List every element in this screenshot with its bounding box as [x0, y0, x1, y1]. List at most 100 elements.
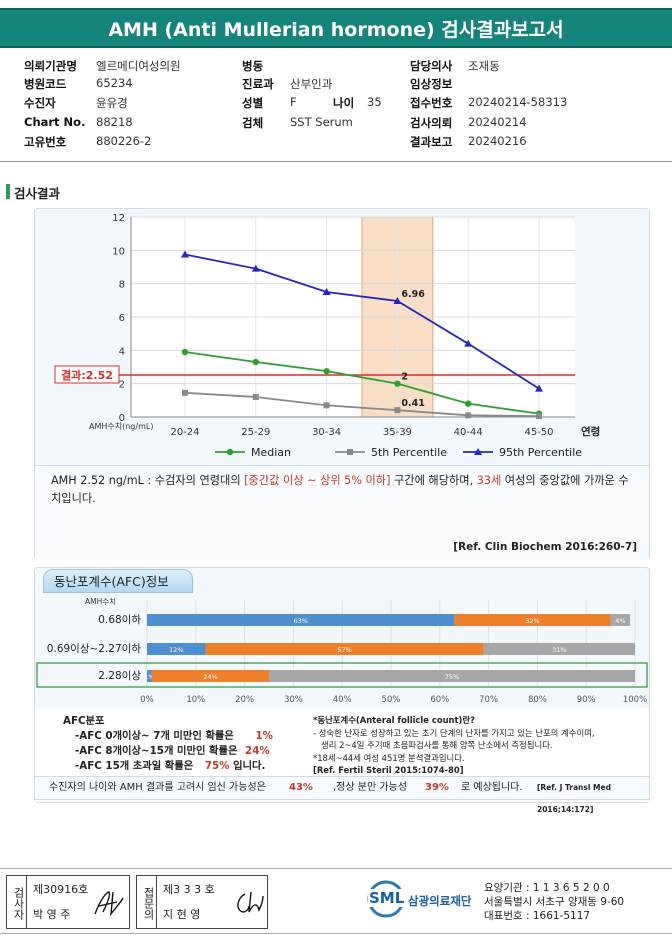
pregnancy-prediction: 수진자의 나이와 AMH 결과를 고려시 임신 가능성은 43% ,정상 분만 … — [34, 776, 650, 814]
y-tick-label: 12 — [112, 213, 125, 224]
confirm-box: 접문의 제3 3 3 호 지 현 영 — [136, 875, 268, 929]
x-tick-label: 40-44 — [454, 427, 483, 438]
result-label: 결과:2.52 — [61, 368, 113, 382]
afc-row-label: 2.28이상 — [98, 670, 141, 682]
data-point — [465, 400, 472, 407]
interp-part3: 여성의 중앙값에 가까운 수치입니다. — [51, 474, 629, 505]
data-point — [323, 367, 330, 375]
interp-range: [중간값 이상 ~ 상위 5% 이하] — [244, 474, 391, 487]
org-phone: 대표번호 : 1661-5117 — [484, 910, 591, 922]
series-line — [184, 351, 540, 415]
tester-name: 박 영 주 — [33, 908, 71, 921]
x-tick-label: 25-29 — [241, 427, 270, 438]
org-address: 서울특별시 서초구 양재동 9-60 — [484, 896, 625, 908]
footer: 검사자 제30916호 박 영 주 접문의 제3 3 3 호 지 현 영 SML… — [0, 868, 672, 934]
interp-age: 33세 — [476, 474, 502, 487]
chart-no-value: 88218 — [96, 115, 133, 129]
afc-x-tick: 20% — [235, 695, 254, 705]
request-label: 검사의뢰 — [410, 116, 453, 130]
institution-label: 의뢰기관명 — [24, 59, 77, 73]
preg-pct1: 43% — [289, 782, 313, 793]
preg-part1: 수진자의 나이와 AMH 결과를 고려시 임신 가능성은 — [49, 782, 266, 793]
afc-panel: AMH수치 0% 10% 20% 30% 40% 50% 60% 70% 80% 90% 100% 0.… — [34, 567, 650, 803]
data-point — [394, 407, 401, 414]
data-point — [465, 412, 472, 419]
afc-bar-segment — [147, 643, 206, 655]
afc-note-ref: [Ref. Fertil Steril 2015:1074-80] — [313, 765, 464, 775]
tester-signature — [94, 891, 124, 917]
y-tick-label: 2 — [119, 380, 125, 391]
afc-bar-segment — [147, 614, 455, 626]
x-tick-label: 30-34 — [312, 427, 341, 438]
afc-x-tick: 60% — [430, 695, 449, 705]
afc-bar-label: 1% — [144, 673, 154, 681]
afc-row-caption: AMH수치 — [85, 597, 116, 606]
patient-info: 의뢰기관명 엘르메디여성의원 병원코드 65234 수진자 윤유경 Chart … — [0, 52, 672, 162]
data-point — [323, 402, 330, 409]
afc-bar-label: 24% — [203, 673, 217, 681]
afc-bar-label: 32% — [525, 617, 539, 625]
report-title: AMH (Anti Mullerian hormone) 검사결과보고서 — [0, 8, 672, 48]
tester-box: 검사자 제30916호 박 영 주 — [6, 875, 130, 929]
section-marker — [6, 184, 10, 199]
afc-bar-label: 4% — [615, 617, 625, 625]
afc-bar-segment — [269, 670, 635, 682]
afc-row-2: -AFC 8개이상~15개 미만인 확률은 24% — [75, 745, 270, 757]
hospital-code-value: 65234 — [96, 76, 133, 90]
org-code: 요양기관 : 1 1 3 6 5 2 0 0 — [484, 882, 610, 894]
data-point — [322, 288, 331, 295]
amh-line-chart: 0 2 4 6 8 10 12 20-24 25-29 30-34 35-39 40-44 45-50 연… — [54, 213, 600, 459]
series-line — [184, 391, 540, 418]
afc-bar-segment — [483, 643, 635, 655]
confirm-name: 지 현 영 — [163, 908, 201, 921]
result-label-box — [54, 365, 120, 384]
data-label: 2 — [401, 372, 408, 383]
preg-part3: 로 예상됩니다. — [461, 782, 523, 793]
data-point — [464, 339, 473, 347]
reception-value: 20240214-58313 — [468, 95, 568, 109]
tester-no: 제30916호 — [33, 883, 89, 896]
data-point — [182, 389, 188, 396]
legend-label: Median — [251, 446, 291, 459]
data-point — [394, 380, 401, 387]
y-tick-label: 0 — [119, 413, 125, 424]
afc-row-3: -AFC 15개 초과일 확률은 75% 입니다. — [75, 760, 266, 772]
afc-bar-segment — [454, 614, 611, 626]
afc-x-tick: 40% — [333, 695, 352, 705]
afc-bar-segment — [147, 670, 152, 682]
confirm-vertical-label: 접문의 — [137, 876, 157, 928]
preg-pct2: 39% — [425, 782, 449, 793]
doctor-value: 조재동 — [468, 59, 500, 73]
afc-highlight-box — [36, 662, 648, 688]
legend-label: 5th Percentile — [371, 446, 447, 459]
data-label: 0.41 — [401, 398, 424, 409]
interpretation: AMH 2.52 ng/mL : 수검자의 연령대의 [중간값 이상 ~ 상위 … — [35, 465, 649, 560]
afc-row-label: 0.68이하 — [98, 613, 141, 626]
legend-marker — [226, 448, 234, 456]
series-line — [184, 253, 540, 390]
confirm-no: 제3 3 3 호 — [163, 883, 215, 896]
afc-row-label: 0.69이상~2.27이하 — [47, 642, 142, 655]
data-point — [252, 394, 259, 400]
afc-distribution: AFC분포 -AFC 0개이상~ 7개 미만인 확률은 1% -AFC 8개이상… — [63, 714, 273, 774]
doctor-label: 담당의사 — [410, 59, 453, 73]
afc-stacked-bar-chart: AMH수치 0% 10% 20% 30% 40% 50% 60% 70% 80% 90% 100% 0.… — [36, 597, 648, 705]
y-tick-label: 10 — [112, 246, 125, 257]
org-name: 삼광의료재단 — [408, 894, 472, 908]
y-tick-label: 6 — [119, 313, 125, 324]
afc-note: *동난포계수(Anteral follicle count)란? - 성숙한 난… — [313, 714, 643, 777]
tester-vertical-label: 검사자 — [7, 876, 27, 928]
afc-x-tick: 30% — [284, 695, 303, 705]
institution-value: 엘르메디여성의원 — [96, 59, 181, 73]
x-tick-label: 35-39 — [383, 427, 412, 438]
amh-chart-panel: 0 2 4 6 8 10 12 20-24 25-29 30-34 35-39 40-44 45-50 연… — [34, 208, 650, 560]
age-label: 나이 — [333, 96, 355, 110]
x-tick-label: 20-24 — [170, 427, 199, 438]
afc-heading: AFC분포 — [63, 715, 105, 727]
afc-bar-segment — [151, 670, 269, 682]
y-tick-label: 4 — [119, 346, 125, 357]
afc-x-tick: 90% — [577, 695, 596, 705]
afc-bar-label: 31% — [552, 646, 566, 654]
afc-bar-segment — [610, 614, 631, 626]
unique-no-value: 880226-2 — [96, 134, 152, 148]
